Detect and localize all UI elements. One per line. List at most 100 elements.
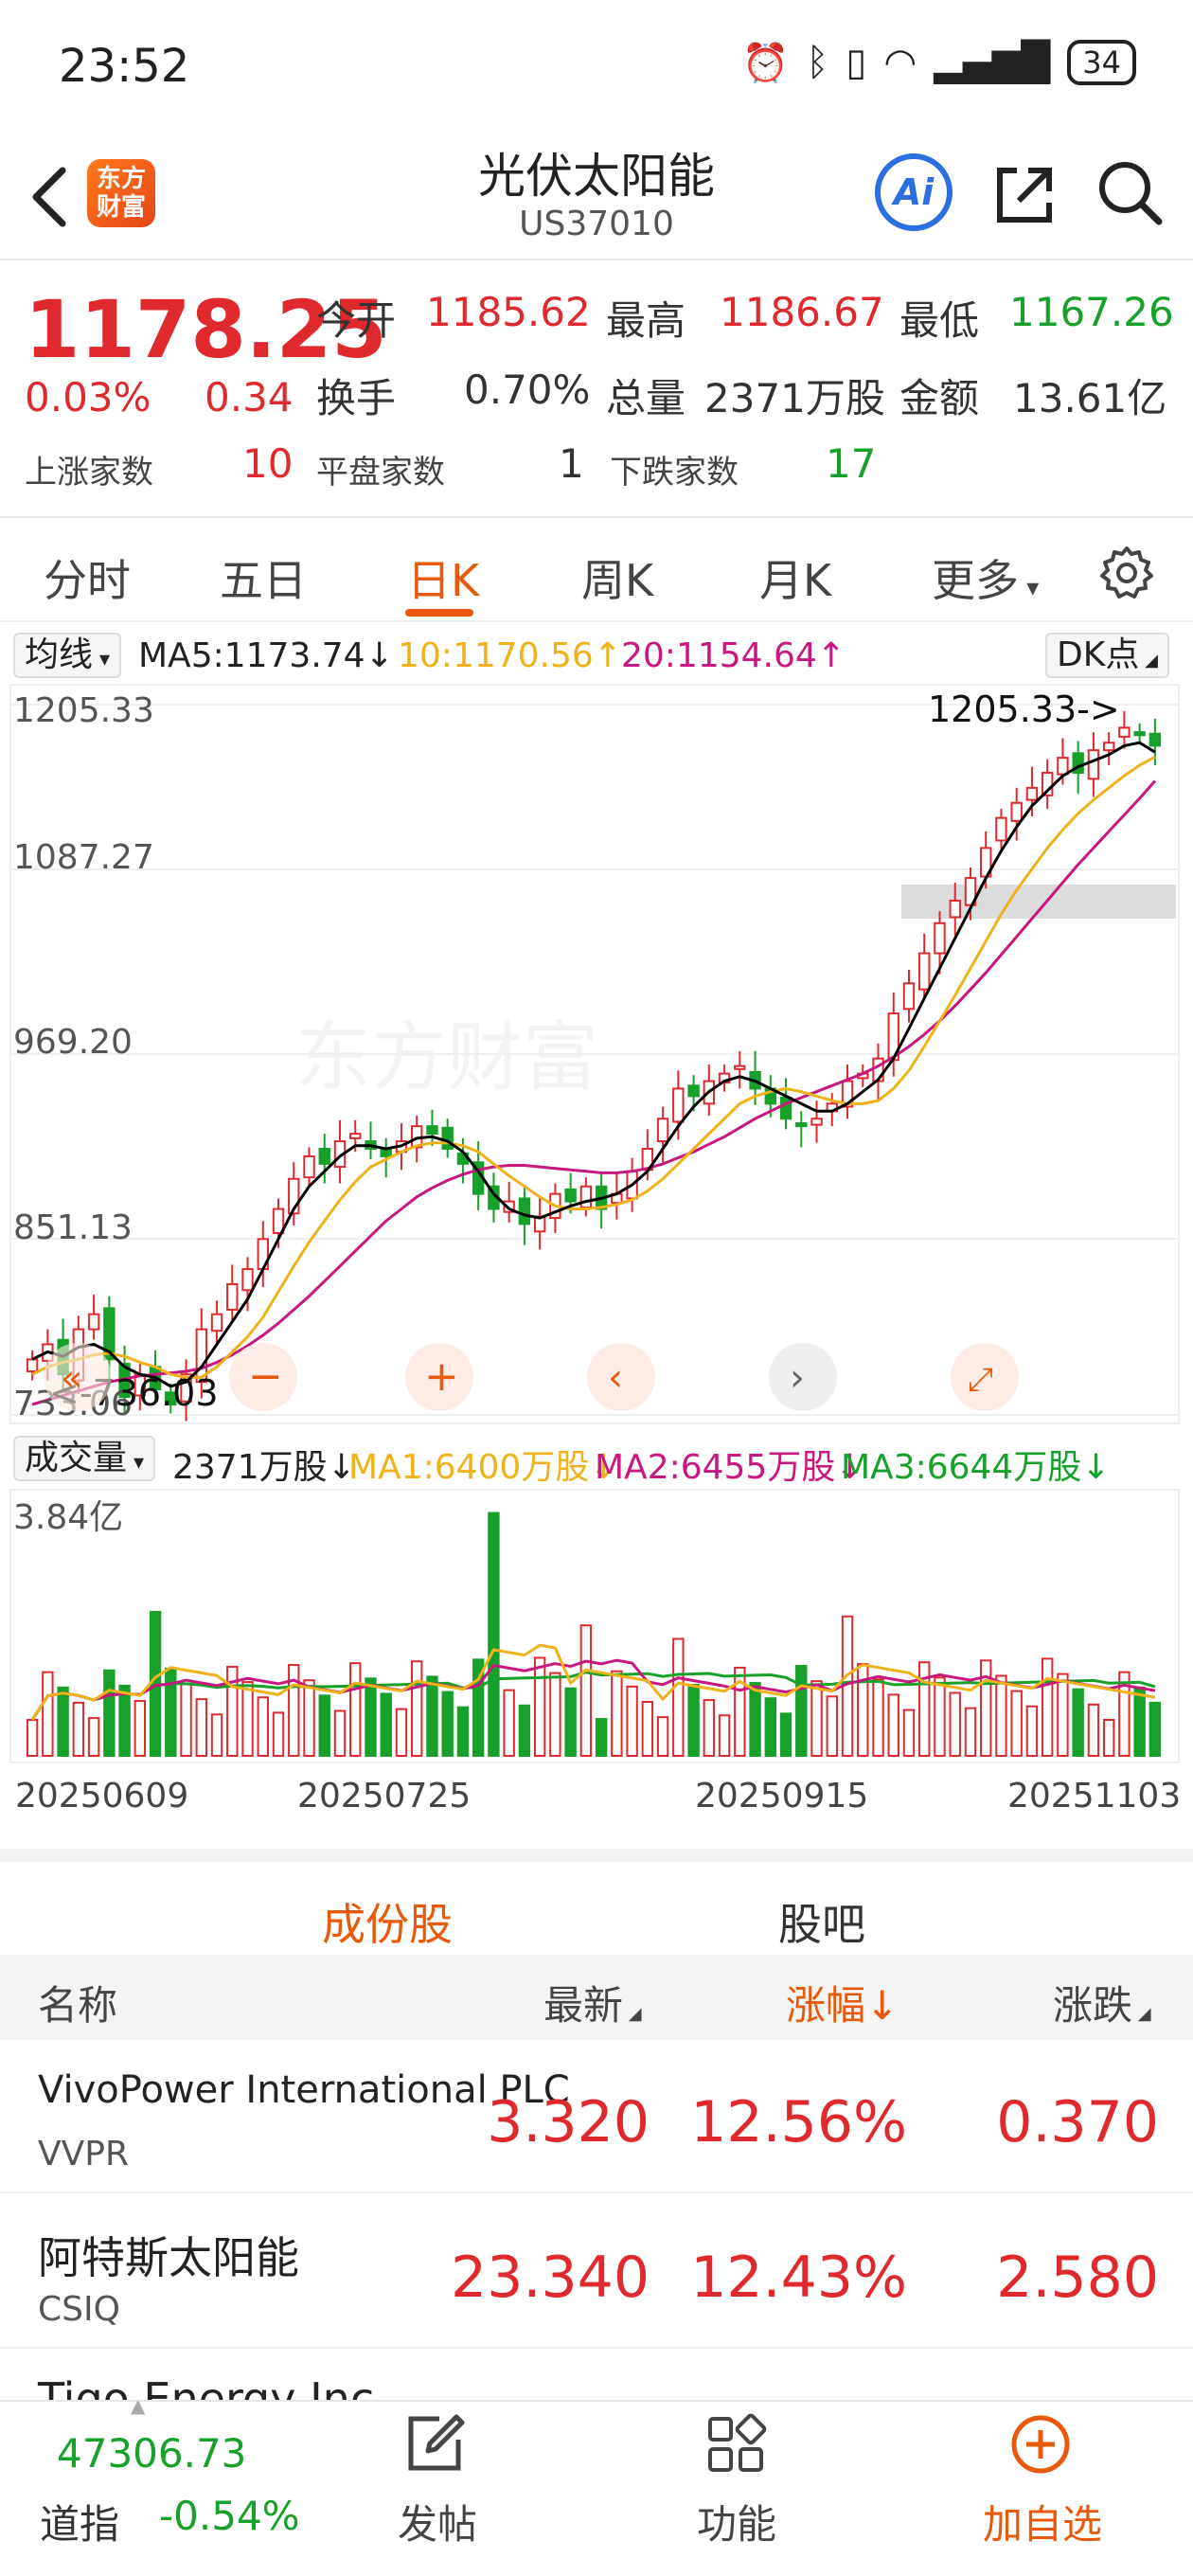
col-name[interactable]: 名称 — [38, 1982, 118, 2029]
col-latest[interactable]: 最新 ◢ — [543, 1974, 642, 2031]
candle — [26, 1358, 39, 1373]
volume-bar — [703, 1699, 716, 1758]
candle — [1025, 786, 1039, 801]
volume-chart[interactable]: 3.84亿 — [9, 1489, 1180, 1763]
candle — [303, 1154, 315, 1179]
stock-name: VivoPower International PLC — [38, 2068, 570, 2112]
tab-more[interactable]: 更多 ▾ — [932, 546, 1039, 609]
volume-bar — [1010, 1690, 1023, 1758]
ai-button[interactable]: Ai — [875, 153, 953, 231]
volume-bar — [303, 1679, 315, 1757]
volume-bar — [411, 1660, 423, 1757]
share-icon[interactable] — [987, 157, 1062, 233]
volume-bar — [333, 1709, 347, 1757]
open-label: 今开 — [316, 297, 397, 344]
kline-chart[interactable]: 东方财富 1205.33 1087.27 969.20 851.13 733.0… — [9, 684, 1180, 1424]
volume-bar — [1087, 1703, 1100, 1758]
low-value: 1167.26 — [1009, 289, 1174, 335]
back-arrow-icon[interactable] — [23, 159, 80, 235]
volume-bar — [1041, 1657, 1054, 1757]
table-row[interactable]: Tigo Energy Inc — [0, 2351, 1193, 2407]
sort-icon: ◢ — [623, 2004, 642, 2024]
candle — [318, 1148, 330, 1165]
volume-bar — [795, 1665, 808, 1757]
volume-bar — [672, 1637, 685, 1757]
y-tick: 1205.33 — [13, 691, 154, 730]
chart-controls: − + ‹ › ⤢ « — [44, 1343, 1019, 1411]
volume-bar — [764, 1697, 776, 1757]
volume-bar — [72, 1701, 85, 1757]
volume-bar — [26, 1719, 39, 1757]
grid-lines — [11, 704, 1178, 1416]
table-header: 名称 最新 ◢ 涨幅↓ 涨跌 ◢ — [0, 1955, 1193, 2040]
candle — [210, 1313, 223, 1333]
tab-constituents[interactable]: 成份股 — [322, 1899, 453, 1950]
col-change-pct[interactable]: 涨幅↓ — [786, 1982, 899, 2029]
candle — [949, 899, 961, 919]
table-row[interactable]: VivoPower International PLC VVPR 3.320 1… — [0, 2040, 1193, 2193]
turnover-value: 0.70% — [464, 367, 591, 413]
pan-right-button[interactable] — [769, 1343, 837, 1411]
gear-icon[interactable] — [1098, 545, 1155, 601]
volume-bar — [995, 1674, 1007, 1757]
battery-icon: 34 — [1067, 40, 1136, 85]
candle — [1133, 731, 1146, 737]
volume-bar — [980, 1659, 992, 1757]
candle — [87, 1313, 100, 1331]
index-value: 47306.73 — [57, 2430, 247, 2477]
ma-selector[interactable]: 均线 ▾ — [13, 633, 122, 678]
candle — [503, 1200, 515, 1213]
volume-bar — [441, 1690, 454, 1757]
col-change[interactable]: 涨跌 ◢ — [1053, 1974, 1151, 2031]
y-tick: 969.20 — [13, 1023, 133, 1062]
tab-daily-k[interactable]: 日K — [407, 555, 480, 606]
candle — [288, 1177, 300, 1215]
volume-bar — [749, 1682, 761, 1757]
volume-bar — [226, 1665, 239, 1757]
stock-name: 阿特斯太阳能 — [38, 2232, 299, 2283]
index-name: 道指 — [40, 2501, 120, 2548]
volume-bar — [518, 1704, 531, 1758]
alarm-icon: ⏰ — [741, 41, 790, 85]
turnover-label: 换手 — [316, 375, 397, 421]
ma-legend-bar: 均线 ▾ MA5:1173.74↓ 10:1170.56↑ 20:1154.64… — [0, 627, 1193, 684]
chevron-left-icon: ‹ — [608, 1356, 623, 1400]
candle — [1072, 752, 1084, 774]
tab-monthly-k[interactable]: 月K — [759, 555, 832, 606]
search-icon[interactable] — [1093, 155, 1168, 231]
table-row[interactable]: 阿特斯太阳能 CSIQ 23.340 12.43% 2.580 — [0, 2195, 1193, 2349]
tab-forum[interactable]: 股吧 — [778, 1899, 865, 1950]
tab-weekly-k[interactable]: 周K — [581, 555, 654, 606]
stock-change: 0.370 — [996, 2089, 1159, 2156]
candle — [1102, 742, 1115, 752]
volume-bar — [595, 1718, 608, 1758]
high-marker: 1205.33-> — [928, 689, 1120, 730]
tab-more-label: 更多 — [932, 555, 1019, 606]
candle — [1010, 801, 1023, 822]
bluetooth-icon: ᛒ — [806, 41, 829, 84]
volume-bar — [549, 1672, 561, 1758]
tab-five-day[interactable]: 五日 — [220, 555, 307, 606]
tab-intraday[interactable]: 分时 — [44, 555, 131, 606]
plus-icon: + — [424, 1352, 459, 1401]
signal-icon: ▂▄▆█ — [934, 41, 1051, 84]
volume-bar — [488, 1512, 500, 1757]
ma20-line — [31, 779, 1157, 1406]
high-label: 最高 — [606, 297, 686, 344]
candle — [564, 1188, 577, 1203]
amount-value: 13.61亿 — [1013, 375, 1167, 421]
jump-start-button[interactable] — [44, 1343, 112, 1411]
volume-ma1-line — [30, 1643, 1156, 1721]
volume-selector[interactable]: 成交量 ▾ — [13, 1436, 156, 1481]
candle — [349, 1133, 362, 1139]
status-icons: ⏰ ᛒ ▯ ◠ ▂▄▆█ 34 — [741, 40, 1136, 85]
pan-left-button[interactable] — [587, 1343, 655, 1411]
zoom-in-button[interactable] — [405, 1343, 473, 1411]
volume-bar — [365, 1677, 377, 1757]
dk-point-button[interactable]: DK点 ◢ — [1045, 633, 1169, 678]
high-value: 1186.67 — [720, 289, 884, 335]
fullscreen-button[interactable] — [951, 1343, 1019, 1411]
candle — [426, 1125, 438, 1136]
zoom-out-button[interactable] — [229, 1343, 297, 1411]
volume-bar — [641, 1701, 654, 1757]
